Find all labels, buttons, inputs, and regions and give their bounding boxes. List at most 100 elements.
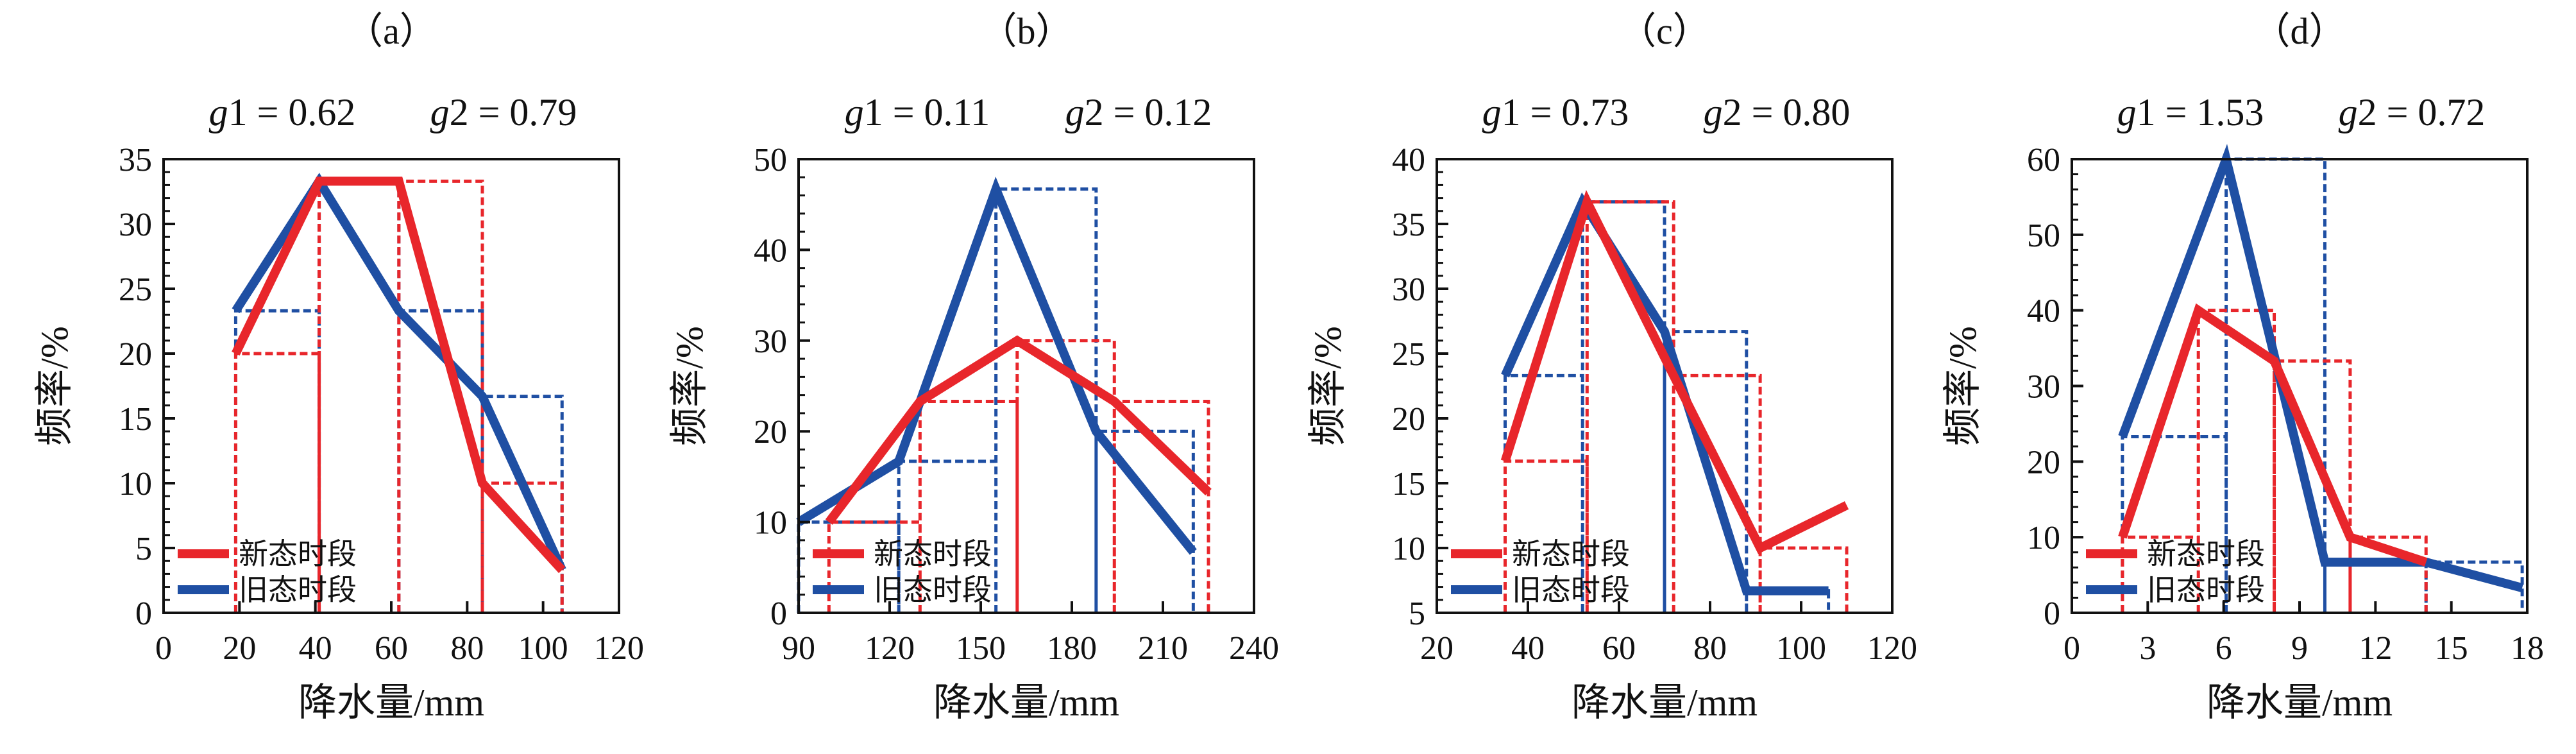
y-tick-label: 40 [754, 232, 787, 269]
y-tick-label: 0 [770, 595, 787, 632]
x-tick-label: 18 [2511, 630, 2544, 667]
y-tick-label: 20 [119, 336, 152, 373]
old-period-line [1501, 192, 1829, 595]
legend-label-new: 新态时段 [1512, 538, 1630, 570]
y-axis-title: 频率/% [1942, 326, 1984, 446]
y-tick-label: 50 [2027, 218, 2060, 254]
y-tick-label: 30 [1392, 271, 1425, 308]
x-tick-label: 0 [2063, 630, 2080, 667]
y-tick-label: 35 [119, 142, 152, 178]
x-tick-label: 60 [375, 630, 408, 667]
y-tick-label: 30 [2027, 369, 2060, 406]
y-tick-label: 10 [2027, 520, 2060, 556]
x-axis-title: 降水量/mm [2207, 681, 2393, 724]
x-axis-title: 降水量/mm [298, 681, 484, 724]
y-tick-label: 15 [119, 401, 152, 438]
legend-label-old: 旧态时段 [239, 574, 357, 606]
y-tick-label: 50 [754, 142, 787, 178]
new-histogram-outline [2121, 309, 2428, 613]
old-period-line [2118, 144, 2523, 592]
y-tick-label: 0 [135, 595, 152, 632]
y-tick-label: 20 [1392, 401, 1425, 438]
x-tick-label: 120 [865, 630, 915, 667]
x-tick-label: 0 [155, 630, 172, 667]
g2-stat: g2 = 0.79 [430, 91, 577, 133]
y-axis-title: 频率/% [33, 326, 76, 446]
panel-label: （b） [979, 10, 1072, 52]
legend-label-new: 新态时段 [2147, 538, 2265, 570]
new-period-line [232, 176, 566, 574]
y-tick-label: 10 [1392, 531, 1425, 567]
x-tick-label: 3 [2139, 630, 2156, 667]
new-period-line [1500, 190, 1849, 554]
panel-b: （b） g1 = 0.11 g2 = 0.12 0 10 20 30 40 50 90 120 150… [668, 10, 1279, 724]
x-axis-title: 降水量/mm [933, 681, 1119, 724]
panel-label: （d） [2253, 10, 2346, 52]
x-tick-label: 120 [1867, 630, 1917, 667]
y-tick-label: 25 [119, 271, 152, 308]
g2-stat: g2 = 0.72 [2339, 91, 2486, 133]
legend-label-new: 新态时段 [874, 538, 992, 570]
plot-frame [1436, 158, 1894, 614]
g2-stat: g2 = 0.80 [1704, 91, 1851, 133]
x-tick-label: 9 [2291, 630, 2308, 667]
y-tick-label: 40 [2027, 293, 2060, 330]
x-tick-label: 120 [594, 630, 644, 667]
x-axis-title: 降水量/mm [1572, 681, 1758, 724]
x-tick-label: 180 [1047, 630, 1097, 667]
y-tick-label: 25 [1392, 336, 1425, 373]
y-tick-label: 15 [1392, 466, 1425, 502]
y-tick-label: 35 [1392, 207, 1425, 243]
panel-label: （c） [1619, 10, 1710, 52]
y-tick-label: 30 [754, 323, 787, 360]
old-period-line [232, 173, 566, 572]
legend-label-old: 旧态时段 [874, 574, 992, 606]
x-tick-label: 20 [223, 630, 256, 667]
x-tick-label: 20 [1420, 630, 1453, 667]
new-histogram-outline [1504, 200, 1849, 613]
panel-label: （a） [346, 10, 437, 52]
new-histogram-outline [827, 339, 1210, 613]
y-tick-label: 20 [754, 414, 787, 450]
y-tick-label: 10 [754, 505, 787, 542]
x-tick-label: 60 [1602, 630, 1636, 667]
x-tick-label: 40 [299, 630, 332, 667]
legend-label-new: 新态时段 [239, 538, 357, 570]
legend-label-old: 旧态时段 [1512, 574, 1630, 606]
g1-stat: g1 = 0.11 [845, 91, 990, 133]
x-tick-label: 80 [1693, 630, 1727, 667]
g1-stat: g1 = 0.73 [1482, 91, 1629, 133]
old-histogram-outline [1504, 200, 1831, 613]
x-tick-label: 15 [2435, 630, 2468, 667]
x-tick-label: 150 [956, 630, 1006, 667]
old-period-line [796, 176, 1197, 555]
x-tick-label: 100 [518, 630, 568, 667]
y-tick-label: 30 [119, 207, 152, 243]
x-tick-label: 12 [2359, 630, 2392, 667]
x-tick-label: 90 [782, 630, 815, 667]
y-tick-label: 20 [2027, 444, 2060, 481]
y-tick-label: 0 [2044, 595, 2060, 632]
g1-stat: g1 = 1.53 [2117, 91, 2264, 133]
x-tick-label: 100 [1776, 630, 1826, 667]
legend-label-old: 旧态时段 [2147, 574, 2265, 606]
g1-stat: g1 = 0.62 [209, 91, 356, 133]
x-tick-label: 240 [1229, 630, 1279, 667]
panel-c: （c） g1 = 0.73 g2 = 0.80 5 10 15 20 25 30 35 40 20 40… [1307, 10, 1917, 724]
x-tick-label: 210 [1138, 630, 1188, 667]
new-period-line [825, 335, 1212, 525]
x-tick-label: 40 [1511, 630, 1545, 667]
y-tick-label: 60 [2027, 142, 2060, 178]
y-tick-label: 10 [119, 466, 152, 502]
panel-d: （d） g1 = 1.53 g2 = 0.72 0 10 20 30 40 50 60 0 3 6 9 12… [1942, 10, 2544, 724]
x-tick-label: 80 [450, 630, 484, 667]
new-histogram-outline [233, 179, 564, 613]
panel-a: （a） g1 = 0.62 g2 = 0.79 0 5 10 15 20 25 30 35 0 20 40… [33, 10, 644, 724]
y-axis-title: 频率/% [1307, 326, 1349, 446]
g2-stat: g2 = 0.12 [1065, 91, 1212, 133]
